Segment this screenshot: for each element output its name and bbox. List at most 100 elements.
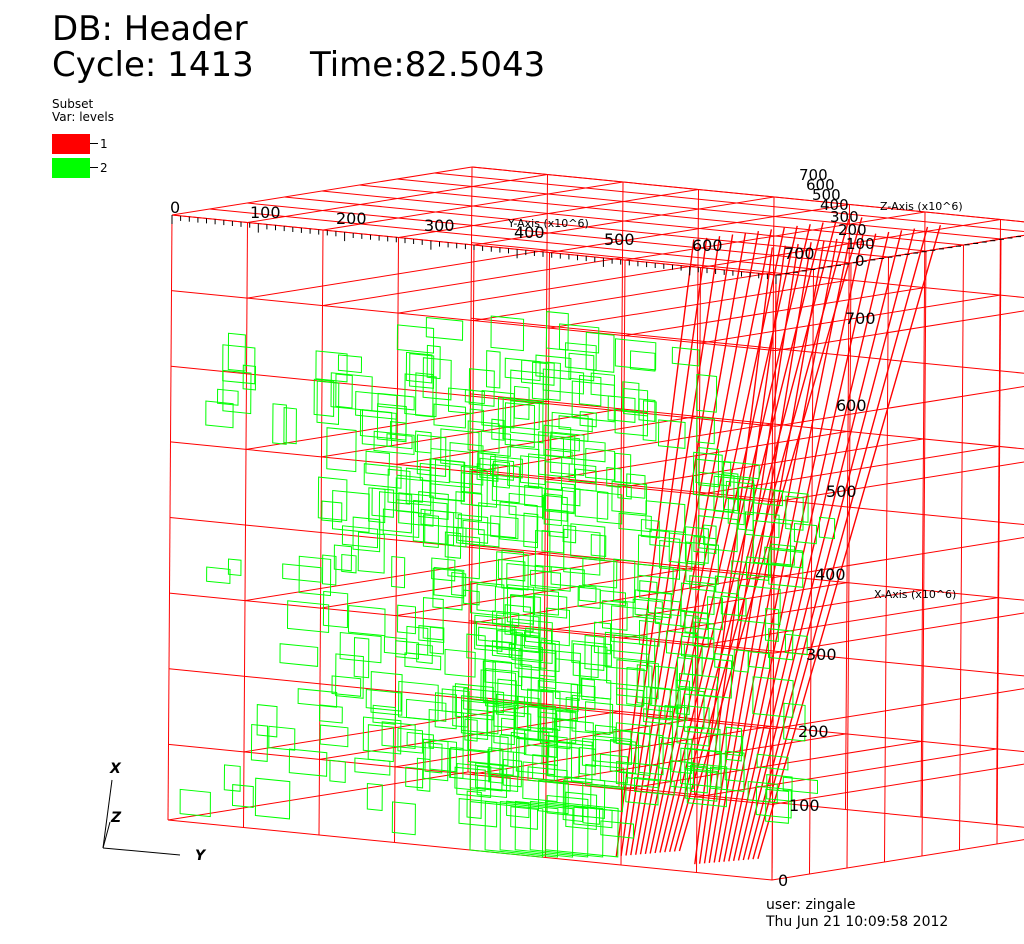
level-2-box [733, 649, 749, 673]
level-2-box [553, 718, 594, 747]
level-2-box [675, 679, 691, 716]
level-2-box [534, 564, 571, 592]
level-2-box [416, 757, 431, 792]
level-2-box [585, 447, 616, 481]
top-width-line [471, 166, 1024, 223]
level-2-box [561, 486, 581, 507]
level-2-box [544, 800, 619, 858]
level-2-box [395, 640, 420, 660]
level-2-box [242, 364, 257, 391]
level-2-box [440, 428, 480, 468]
level-2-box [562, 438, 606, 463]
level-2-box [647, 598, 682, 617]
time-label: Time:82.5043 [310, 45, 546, 85]
level-2-box [362, 716, 402, 755]
level-2-box [391, 801, 416, 836]
level-2-box [579, 411, 597, 428]
level-2-box [501, 549, 525, 591]
level-2-box [469, 801, 544, 858]
level-2-box [405, 698, 447, 722]
dense-strip-line [698, 245, 786, 864]
level-2-box [581, 737, 597, 767]
z-tick-label: 300 [830, 208, 859, 226]
level-2-box [508, 643, 543, 662]
level-2-box [784, 633, 808, 656]
level-2-box [447, 387, 474, 415]
level-2-box [451, 571, 467, 597]
level-2-box [365, 450, 390, 476]
z-tick-label: 0 [855, 252, 865, 270]
dense-strip-line [728, 235, 864, 862]
level-2-box [659, 539, 693, 572]
level-2-box [480, 430, 512, 457]
level-2-box [333, 544, 353, 572]
level-2-box [378, 491, 413, 534]
level-2-box [456, 762, 492, 798]
y-tick-label: 0 [170, 198, 180, 217]
level-2-box [476, 765, 508, 799]
z-tick-label: 200 [838, 221, 867, 239]
level-2-box [449, 746, 464, 779]
level-2-box [250, 723, 269, 762]
level-2-box [359, 409, 397, 440]
left-bottom-edge [167, 771, 469, 821]
level-2-box [618, 512, 652, 533]
level-2-box [752, 676, 794, 719]
interior-depth-line [244, 552, 546, 602]
level-2-box [600, 820, 635, 839]
level-2-box [487, 749, 514, 776]
level-2-box [577, 586, 601, 609]
level-2-box [341, 553, 357, 574]
level-2-box [793, 522, 818, 545]
level-2-box [565, 696, 579, 712]
level-2-box [268, 725, 296, 751]
level-2-box [685, 541, 720, 585]
level-2-box [431, 557, 456, 582]
level-2-box [499, 501, 538, 544]
level-2-box [409, 353, 435, 389]
level-2-box [366, 782, 383, 812]
level-2-box [405, 351, 433, 384]
level-2-box [680, 582, 715, 616]
level-2-box [457, 514, 489, 544]
level-2-box [406, 731, 434, 750]
top-width-line [434, 172, 1024, 233]
level-2-box [636, 664, 653, 705]
front-vertical-line [620, 259, 626, 866]
level-2-box [319, 724, 349, 748]
database-title: DB: Header [52, 9, 248, 49]
x-tick-label: 0 [778, 871, 788, 890]
level-2-box [464, 389, 485, 405]
level-2-box [564, 342, 597, 371]
level-2-box [770, 543, 796, 566]
level-2-box [669, 760, 695, 790]
y-tick-label: 300 [424, 216, 455, 235]
level-2-box [590, 372, 616, 398]
y-tick-label: 100 [250, 203, 281, 222]
back-vertical-line [996, 219, 1001, 825]
level-2-box [286, 600, 330, 634]
level-2-box [756, 753, 789, 771]
level-2-box [256, 704, 278, 738]
level-2-box [584, 634, 605, 671]
level-2-box [414, 430, 432, 454]
level-2-box [818, 516, 836, 540]
level-2-box [502, 758, 523, 788]
level-2-box [428, 708, 464, 751]
level-2-box [687, 725, 721, 770]
level-2-box [522, 761, 558, 803]
level-2-box [545, 607, 571, 647]
dense-strip-line [649, 227, 785, 854]
dense-strip-line [630, 234, 734, 856]
right-depth-line [775, 234, 1024, 276]
level-2-box [545, 311, 569, 351]
level-2-box [434, 692, 458, 730]
level-2-box [637, 534, 681, 580]
level-2-box [562, 780, 584, 823]
level-2-box [467, 420, 500, 454]
level-2-box [558, 323, 600, 354]
level-2-box [782, 776, 818, 795]
y-tick-label: 200 [336, 209, 367, 228]
z-tick-label: 500 [812, 186, 841, 204]
level-2-box [488, 747, 504, 784]
